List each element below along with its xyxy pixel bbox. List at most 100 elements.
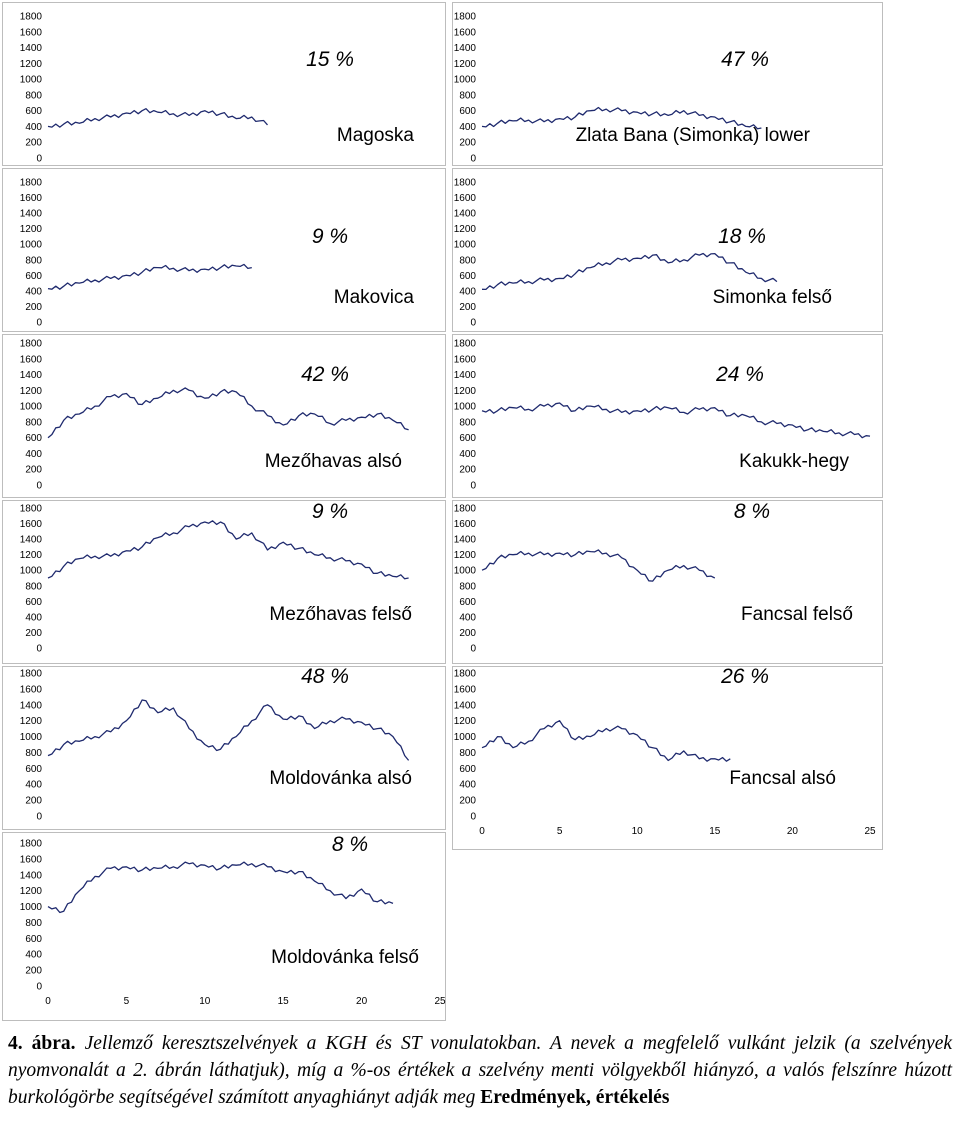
y-tick-label: 1200 — [454, 59, 477, 70]
volcano-name: Mezőhavas felső — [269, 604, 412, 625]
y-tick-label: 1400 — [20, 43, 43, 54]
percent-annotation: 8 % — [734, 500, 770, 523]
chart-frame — [452, 666, 883, 850]
y-tick-label: 200 — [459, 628, 476, 639]
chart-panel-4: 0 200 400 600 800 1000 1200 1400 1600 1800 18 % Sim… — [452, 168, 883, 332]
y-tick-label: 0 — [470, 154, 476, 165]
y-tick-label: 1600 — [20, 354, 43, 365]
profile-line — [481, 549, 716, 582]
chart-frame — [2, 500, 446, 664]
y-tick-label: 800 — [25, 90, 42, 101]
y-tick-label: 1200 — [454, 716, 477, 727]
profile-line — [481, 402, 871, 439]
y-tick-label: 1200 — [20, 550, 43, 561]
y-tick-label: 600 — [25, 433, 42, 444]
y-tick-label: 800 — [25, 918, 42, 929]
caption-label: 4. ábra. — [8, 1033, 76, 1054]
profile-line — [47, 387, 409, 439]
volcano-name: Makovica — [334, 287, 415, 308]
y-tick-label: 1200 — [20, 224, 43, 235]
y-tick-label: 600 — [25, 934, 42, 945]
x-tick-label: 15 — [278, 996, 290, 1007]
y-tick-label: 400 — [25, 449, 42, 460]
chart-panel-10: 0 200 400 600 800 1000 1200 1400 1600 1800 0 5 10 15 2… — [452, 665, 883, 850]
profile-line — [47, 263, 252, 290]
y-tick-label: 200 — [25, 138, 42, 149]
y-tick-label: 1400 — [20, 370, 43, 381]
y-tick-label: 800 — [25, 581, 42, 592]
x-tick-label: 10 — [632, 826, 644, 837]
chart-panel-5: 0 200 400 600 800 1000 1200 1400 1600 1800 42 % Mez… — [2, 334, 446, 498]
x-tick-label: 25 — [864, 826, 876, 837]
y-tick-label: 1000 — [20, 75, 43, 86]
y-tick-label: 1200 — [454, 550, 477, 561]
profile-line — [47, 520, 409, 580]
y-tick-label: 200 — [25, 796, 42, 807]
y-tick-label: 400 — [25, 286, 42, 297]
y-tick-label: 1600 — [454, 354, 477, 365]
y-tick-label: 1000 — [454, 566, 477, 577]
y-tick-label: 600 — [25, 106, 42, 117]
x-tick-label: 25 — [434, 996, 446, 1007]
y-tick-label: 1000 — [20, 566, 43, 577]
y-tick-label: 1000 — [20, 402, 43, 413]
y-tick-label: 400 — [25, 780, 42, 791]
volcano-name: Mezőhavas alsó — [265, 451, 402, 472]
y-tick-label: 1600 — [20, 684, 43, 695]
y-tick-label: 400 — [459, 780, 476, 791]
x-tick-label: 20 — [356, 996, 368, 1007]
y-tick-label: 0 — [36, 154, 42, 165]
y-tick-label: 1000 — [454, 402, 477, 413]
y-tick-label: 1600 — [454, 684, 477, 695]
x-tick-label: 5 — [124, 996, 130, 1007]
y-tick-label: 600 — [459, 764, 476, 775]
y-tick-label: 1400 — [454, 43, 477, 54]
volcano-name: Fancsal felső — [741, 604, 853, 625]
y-tick-label: 400 — [459, 612, 476, 623]
y-tick-label: 800 — [459, 581, 476, 592]
chart-frame — [2, 2, 446, 166]
y-tick-label: 800 — [459, 255, 476, 266]
chart-panel-3: 0 200 400 600 800 1000 1200 1400 1600 1800 9 % Mako… — [2, 168, 446, 332]
y-tick-label: 1600 — [454, 519, 477, 530]
x-tick-label: 20 — [787, 826, 799, 837]
x-tick-label: 10 — [199, 996, 211, 1007]
y-tick-label: 0 — [36, 318, 42, 329]
y-tick-label: 600 — [459, 106, 476, 117]
chart-panel-6: 0 200 400 600 800 1000 1200 1400 1600 1800 24 % Kak… — [452, 334, 883, 498]
profile-line — [47, 108, 268, 128]
y-tick-label: 600 — [25, 764, 42, 775]
y-tick-label: 1600 — [454, 27, 477, 38]
y-tick-label: 1200 — [454, 224, 477, 235]
y-tick-label: 1800 — [454, 669, 477, 680]
y-tick-label: 1800 — [20, 339, 43, 350]
percent-annotation: 42 % — [301, 363, 349, 386]
y-tick-label: 1000 — [454, 732, 477, 743]
percent-annotation: 9 % — [312, 500, 348, 523]
y-tick-label: 1400 — [20, 700, 43, 711]
percent-annotation: 15 % — [306, 48, 354, 71]
y-tick-label: 1600 — [20, 27, 43, 38]
y-tick-label: 400 — [25, 612, 42, 623]
volcano-name: Kakukk-hegy — [739, 451, 849, 472]
y-tick-label: 1400 — [454, 700, 477, 711]
percent-annotation: 9 % — [312, 225, 348, 248]
y-tick-label: 400 — [459, 122, 476, 133]
x-tick-label: 15 — [709, 826, 721, 837]
y-tick-label: 1400 — [20, 535, 43, 546]
y-tick-label: 1800 — [20, 504, 43, 515]
volcano-name: Zlata Bana (Simonka) lower — [576, 125, 811, 146]
chart-panel-7: 0 200 400 600 800 1000 1200 1400 1600 1800 9 % Mező… — [2, 500, 446, 664]
y-tick-label: 200 — [25, 465, 42, 476]
y-tick-label: 1200 — [20, 59, 43, 70]
y-tick-label: 0 — [36, 644, 42, 655]
y-tick-label: 200 — [25, 966, 42, 977]
y-tick-label: 200 — [459, 302, 476, 313]
chart-frame — [2, 666, 446, 830]
y-tick-label: 1200 — [20, 886, 43, 897]
y-tick-label: 800 — [25, 255, 42, 266]
chart-panel-1: 0 200 400 600 800 1000 1200 1400 1600 1800 15 % Mag… — [2, 2, 446, 166]
chart-frame — [2, 334, 446, 498]
y-tick-label: 1200 — [20, 716, 43, 727]
